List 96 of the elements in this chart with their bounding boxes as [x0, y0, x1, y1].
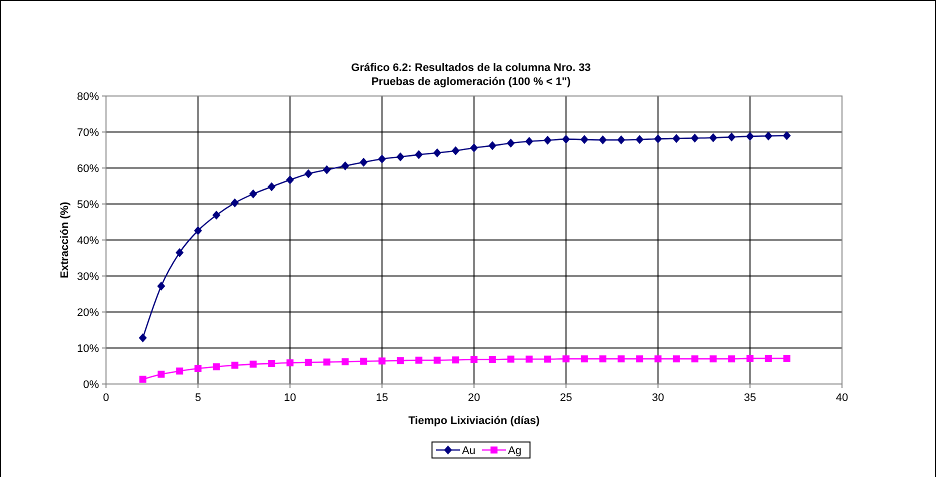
- point: [158, 370, 165, 378]
- point: [157, 282, 166, 291]
- point: [194, 365, 202, 372]
- point: [710, 355, 717, 362]
- x-axis-title: Tiempo Lixiviación (días): [408, 415, 540, 427]
- x-tick-label: 25: [560, 392, 572, 404]
- y-tick-label: 50%: [76, 199, 100, 211]
- point: [341, 161, 350, 170]
- point: [598, 135, 607, 144]
- point: [746, 132, 754, 141]
- point: [250, 360, 257, 368]
- point: [526, 356, 533, 363]
- point: [139, 376, 146, 383]
- point: [323, 358, 330, 366]
- point: [617, 135, 626, 144]
- point: [360, 358, 368, 365]
- point: [322, 165, 331, 174]
- point: [488, 141, 496, 150]
- point: [764, 131, 772, 140]
- point: [690, 134, 699, 143]
- point: [506, 138, 515, 148]
- y-tick-label: 20%: [76, 307, 100, 319]
- point: [636, 135, 644, 144]
- point: [342, 358, 349, 366]
- point: [378, 154, 386, 164]
- point: [691, 355, 698, 362]
- x-tick-label: 15: [376, 392, 388, 404]
- point: [746, 354, 754, 362]
- point: [415, 356, 422, 364]
- point: [764, 354, 772, 362]
- point: [488, 356, 496, 364]
- point: [176, 368, 184, 375]
- point: [268, 360, 276, 367]
- point: [212, 210, 220, 220]
- legend-label: Au: [462, 445, 476, 457]
- point: [525, 136, 534, 146]
- point: [286, 359, 294, 366]
- point: [396, 152, 404, 162]
- point: [544, 356, 552, 363]
- point: [396, 357, 404, 364]
- point: [176, 248, 184, 258]
- y-tick-label: 60%: [76, 163, 100, 175]
- chart-title: Gráfico 6.2: Resultados de la columna Nro. 33: [351, 62, 591, 74]
- x-tick-label: 5: [194, 392, 202, 404]
- point: [286, 175, 294, 184]
- point: [434, 356, 441, 364]
- point: [618, 355, 625, 362]
- point: [470, 143, 478, 152]
- point: [378, 357, 386, 364]
- y-tick-label: 40%: [76, 235, 100, 247]
- point: [599, 355, 606, 362]
- point: [212, 363, 220, 370]
- point: [544, 136, 552, 145]
- point: [470, 356, 478, 364]
- point: [249, 189, 258, 198]
- point: [507, 356, 514, 363]
- y-axis-title: Extracción (%): [59, 201, 71, 278]
- point: [304, 358, 312, 366]
- point: [654, 355, 662, 362]
- point: [709, 133, 718, 142]
- x-tick-label: 10: [284, 392, 296, 404]
- x-tick-label: 0: [102, 392, 110, 404]
- point: [654, 134, 662, 144]
- point: [268, 182, 276, 192]
- point: [672, 134, 680, 143]
- point: [452, 356, 460, 364]
- y-tick-label: 10%: [76, 343, 100, 355]
- point: [580, 355, 588, 362]
- point: [414, 150, 423, 160]
- point: [562, 355, 570, 362]
- y-tick-label: 80%: [76, 91, 100, 103]
- y-tick-label: 70%: [76, 127, 100, 139]
- point: [360, 158, 368, 167]
- x-tick-label: 30: [652, 392, 664, 404]
- point: [782, 131, 791, 140]
- point: [433, 148, 442, 158]
- point: [636, 355, 644, 362]
- point: [672, 355, 680, 362]
- point: [783, 354, 790, 362]
- x-tick-label: 20: [468, 392, 480, 404]
- point: [230, 198, 239, 208]
- point: [580, 135, 588, 144]
- point: [562, 134, 570, 144]
- x-tick-label: 35: [744, 392, 756, 404]
- y-tick-label: 30%: [76, 271, 100, 283]
- legend-label: Ag: [508, 445, 522, 457]
- point: [728, 355, 736, 362]
- point: [304, 169, 312, 178]
- point: [231, 362, 238, 369]
- x-tick-label: 40: [836, 392, 848, 404]
- point: [194, 226, 202, 236]
- point: [138, 333, 147, 342]
- point: [452, 146, 460, 156]
- chart-subtitle: Pruebas de aglomeración (100 % < 1"): [371, 76, 571, 88]
- point: [728, 132, 736, 142]
- y-tick-label: 0%: [83, 379, 100, 391]
